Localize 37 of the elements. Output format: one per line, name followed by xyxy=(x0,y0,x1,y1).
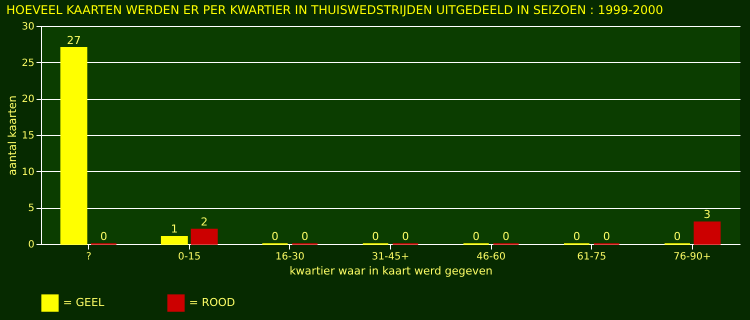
x-tick-label: 16-30 xyxy=(275,252,304,262)
data-label: 2 xyxy=(200,215,208,228)
x-tick-label: ? xyxy=(86,252,92,262)
data-label: 27 xyxy=(66,34,81,47)
bar xyxy=(60,47,88,245)
y-tick-label: 15 xyxy=(22,130,34,142)
bar xyxy=(694,221,721,245)
legend-label: = ROOD xyxy=(189,296,236,310)
y-tick-label: 20 xyxy=(22,94,34,106)
data-label: 0 xyxy=(271,230,278,243)
data-label: 0 xyxy=(372,230,380,243)
legend-label: = GEEL xyxy=(63,296,106,310)
x-tick-label: 31-45+ xyxy=(372,252,410,262)
y-tick-label: 5 xyxy=(28,203,34,214)
y-axis-title: aantal kaarten xyxy=(6,95,19,176)
bar xyxy=(160,236,188,245)
y-tick-label: 25 xyxy=(22,58,34,69)
x-axis-title: kwartier waar in kaart werd gegeven xyxy=(289,264,493,278)
y-tick-label: 30 xyxy=(22,22,34,32)
data-label: 0 xyxy=(402,230,409,243)
data-label: 0 xyxy=(573,230,580,243)
data-label: 1 xyxy=(170,222,178,236)
y-tick-label: 10 xyxy=(22,166,34,178)
x-tick-label: 61-75 xyxy=(577,252,606,262)
x-tick-label: 0-15 xyxy=(178,252,201,262)
data-label: 0 xyxy=(100,230,108,243)
data-label: 3 xyxy=(704,208,711,222)
x-tick-label: 76-90+ xyxy=(674,252,711,262)
x-tick-label: 46-60 xyxy=(476,252,506,262)
data-label: 0 xyxy=(603,230,610,243)
bar xyxy=(190,228,218,245)
chart-title: HOEVEEL KAARTEN WERDEN ER PER KWARTIER IN THUISWEDSTRIJDEN UITGEDEELD IN SEIZOEN : 1999-2000 xyxy=(6,3,664,17)
data-label: 0 xyxy=(472,230,480,243)
data-label: 0 xyxy=(301,230,308,243)
data-label: 0 xyxy=(502,230,510,243)
data-label: 0 xyxy=(674,230,681,243)
y-tick-label: 0 xyxy=(28,240,34,250)
